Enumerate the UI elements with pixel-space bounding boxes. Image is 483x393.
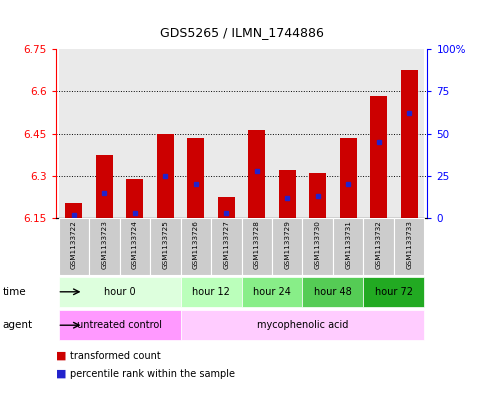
Text: transformed count: transformed count [70,351,161,361]
Bar [120,49,150,218]
Bar [66,203,82,218]
Text: GSM1133733: GSM1133733 [406,220,412,269]
Bar [181,277,242,307]
Bar [120,218,150,275]
Text: hour 48: hour 48 [314,287,352,297]
Bar [181,218,211,275]
Bar [242,49,272,218]
Text: GSM1133728: GSM1133728 [254,220,260,269]
Text: GSM1133726: GSM1133726 [193,220,199,269]
Text: untreated control: untreated control [77,320,162,330]
Text: mycophenolic acid: mycophenolic acid [257,320,348,330]
Bar [58,277,181,307]
Text: ■: ■ [56,369,66,379]
Bar [58,218,89,275]
Bar [211,49,242,218]
Text: hour 72: hour 72 [375,287,413,297]
Bar [89,218,120,275]
Bar [309,173,326,218]
Bar [394,49,425,218]
Bar [363,277,425,307]
Bar [363,49,394,218]
Bar [279,170,296,218]
Text: hour 12: hour 12 [192,287,230,297]
Bar [242,277,302,307]
Text: hour 24: hour 24 [253,287,291,297]
Bar [150,49,181,218]
Bar [96,155,113,218]
Bar [394,218,425,275]
Text: hour 0: hour 0 [104,287,135,297]
Bar [302,218,333,275]
Bar [157,134,174,218]
Text: GSM1133732: GSM1133732 [376,220,382,269]
Bar [363,218,394,275]
Bar [401,70,417,218]
Bar [333,49,363,218]
Text: GSM1133725: GSM1133725 [162,220,168,269]
Text: GSM1133731: GSM1133731 [345,220,351,269]
Bar [272,49,302,218]
Text: GSM1133727: GSM1133727 [223,220,229,269]
Bar [58,49,89,218]
Bar [302,49,333,218]
Text: agent: agent [2,320,32,330]
Text: GSM1133724: GSM1133724 [132,220,138,269]
Bar [211,218,242,275]
Bar [181,49,211,218]
Bar [150,218,181,275]
Bar [302,277,363,307]
Bar [187,138,204,218]
Bar [127,179,143,218]
Bar [58,310,181,340]
Text: GSM1133729: GSM1133729 [284,220,290,269]
Text: GDS5265 / ILMN_1744886: GDS5265 / ILMN_1744886 [159,26,324,39]
Bar [333,218,363,275]
Text: ■: ■ [56,351,66,361]
Bar [218,197,235,218]
Bar [242,218,272,275]
Bar [181,310,425,340]
Bar [248,130,265,218]
Text: GSM1133722: GSM1133722 [71,220,77,269]
Text: time: time [2,287,26,297]
Bar [340,138,356,218]
Bar [370,95,387,218]
Bar [272,218,302,275]
Bar [89,49,120,218]
Text: GSM1133730: GSM1133730 [315,220,321,269]
Text: GSM1133723: GSM1133723 [101,220,107,269]
Text: percentile rank within the sample: percentile rank within the sample [70,369,235,379]
